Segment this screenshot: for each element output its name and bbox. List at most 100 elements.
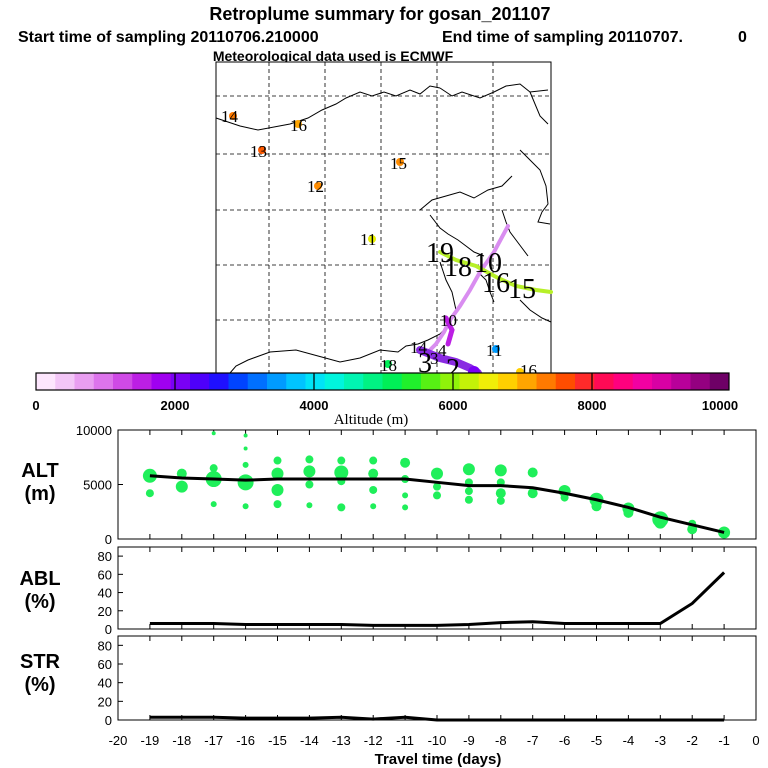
y-tick-label: 80: [98, 549, 112, 564]
x-tick-label: -13: [332, 733, 351, 748]
map-point-label: 11: [486, 341, 502, 360]
met-data-title: Meteorological data used is ECMWF: [213, 48, 454, 64]
altitude-point: [242, 503, 249, 510]
colorbar-cell: [690, 373, 711, 390]
map-point-label: 13: [250, 142, 267, 161]
alt-ylabel-line1: ALT: [21, 460, 58, 482]
altitude-point: [271, 467, 284, 480]
panel-frame: [117, 635, 757, 721]
colorbar-cell: [709, 373, 730, 390]
x-tick-label: -6: [559, 733, 571, 748]
colorbar-tick-label: 8000: [578, 398, 607, 413]
colorbar-cell: [170, 373, 191, 390]
altitude-point: [591, 501, 602, 512]
altitude-point: [560, 493, 569, 502]
colorbar-cell: [190, 373, 210, 390]
panel-abl: 80 60 40 20 0: [98, 546, 757, 637]
colorbar-cell: [132, 373, 152, 390]
median-altitude-line: [149, 474, 725, 534]
colorbar-cell: [632, 373, 653, 390]
map-overlay-labels: 19 18 10 16 15 2 3: [418, 238, 536, 385]
map-grid: [216, 62, 551, 373]
altitude-point: [464, 495, 473, 504]
abl-series-line: [149, 571, 726, 627]
colorbar-cell: [93, 373, 114, 390]
altitude-point: [494, 464, 507, 477]
altitude-point: [243, 446, 248, 451]
x-tick-label: -14: [300, 733, 319, 748]
altitude-point: [495, 488, 506, 499]
x-tick-label: -10: [428, 733, 447, 748]
colorbar-cell: [555, 373, 576, 390]
colorbar-cell: [113, 373, 133, 390]
altitude-point: [145, 489, 154, 498]
colorbar-cell: [421, 373, 441, 390]
x-tick-label: -15: [268, 733, 287, 748]
colorbar-cell: [267, 373, 287, 390]
altitude-point: [464, 487, 473, 496]
altitude-point: [433, 491, 441, 500]
altitude-point: [462, 463, 475, 476]
overlay-label: 18: [444, 252, 472, 283]
altitude-point: [303, 465, 316, 478]
altitude-point: [273, 500, 282, 509]
map-point-label: 10: [440, 311, 457, 330]
x-tick-label: -16: [236, 733, 255, 748]
colorbar-cell: [517, 373, 537, 390]
altitude-point: [527, 488, 538, 499]
colorbar-cells: [36, 373, 730, 390]
colorbar-cell: [324, 373, 345, 390]
colorbar-label: Altitude (m): [334, 412, 409, 428]
colorbar-frame: [35, 372, 730, 391]
altitude-point: [243, 433, 248, 438]
y-tick-label: 0: [105, 713, 112, 728]
y-tick-label: 80: [98, 638, 112, 653]
colorbar-cell: [671, 373, 691, 390]
end-time-title: End time of sampling 20110707.: [442, 29, 683, 46]
x-axis-label: Travel time (days): [375, 751, 502, 768]
colorbar-cell: [55, 373, 75, 390]
x-tick-label: -11: [396, 733, 414, 748]
colorbar-cell: [363, 373, 383, 390]
colorbar-cell: [286, 373, 306, 390]
overlay-label: 10: [474, 248, 502, 279]
colorbar-cell: [74, 373, 95, 390]
y-tick-label: 60: [98, 657, 112, 672]
colorbar-cell: [151, 373, 172, 390]
alt-ylabel-line2: (m): [24, 483, 55, 505]
str-series-line: [149, 715, 725, 722]
colorbar-cell: [498, 373, 518, 390]
map-point-label: 15: [390, 154, 407, 173]
y-tick-label: 20: [98, 694, 112, 709]
end-time-suffix: 0: [738, 29, 747, 46]
start-time-title: Start time of sampling 20110706.210000: [18, 29, 319, 46]
altitude-point: [211, 431, 216, 436]
x-tick-label: 0: [752, 733, 759, 748]
panel-frame: [117, 546, 757, 630]
altitude-point: [369, 456, 378, 465]
x-tick-label: -17: [204, 733, 223, 748]
altitude-point: [527, 467, 538, 478]
altitude-point: [337, 503, 346, 512]
x-tick-label: -8: [495, 733, 507, 748]
altitude-point: [337, 456, 346, 465]
colorbar-tick-label: 10000: [702, 398, 738, 413]
altitude-point: [271, 483, 284, 496]
x-tick-label: -1: [718, 733, 730, 748]
altitude-point: [209, 464, 218, 473]
colorbar-cell: [401, 373, 422, 390]
abl-ylabel-line1: ABL: [19, 568, 60, 590]
altitude-point: [175, 480, 188, 493]
altitude-point: [369, 485, 378, 494]
colorbar-cell: [459, 373, 480, 390]
x-tick-label: -3: [655, 733, 667, 748]
x-tick-label: -7: [527, 733, 539, 748]
str-ylabel-line1: STR: [20, 651, 61, 673]
colorbar-cell: [36, 373, 56, 390]
altitude-point: [496, 496, 505, 505]
x-tick-label: -18: [172, 733, 191, 748]
map-point-markers: [229, 112, 524, 376]
colorbar-tick-label: 0: [32, 398, 39, 413]
